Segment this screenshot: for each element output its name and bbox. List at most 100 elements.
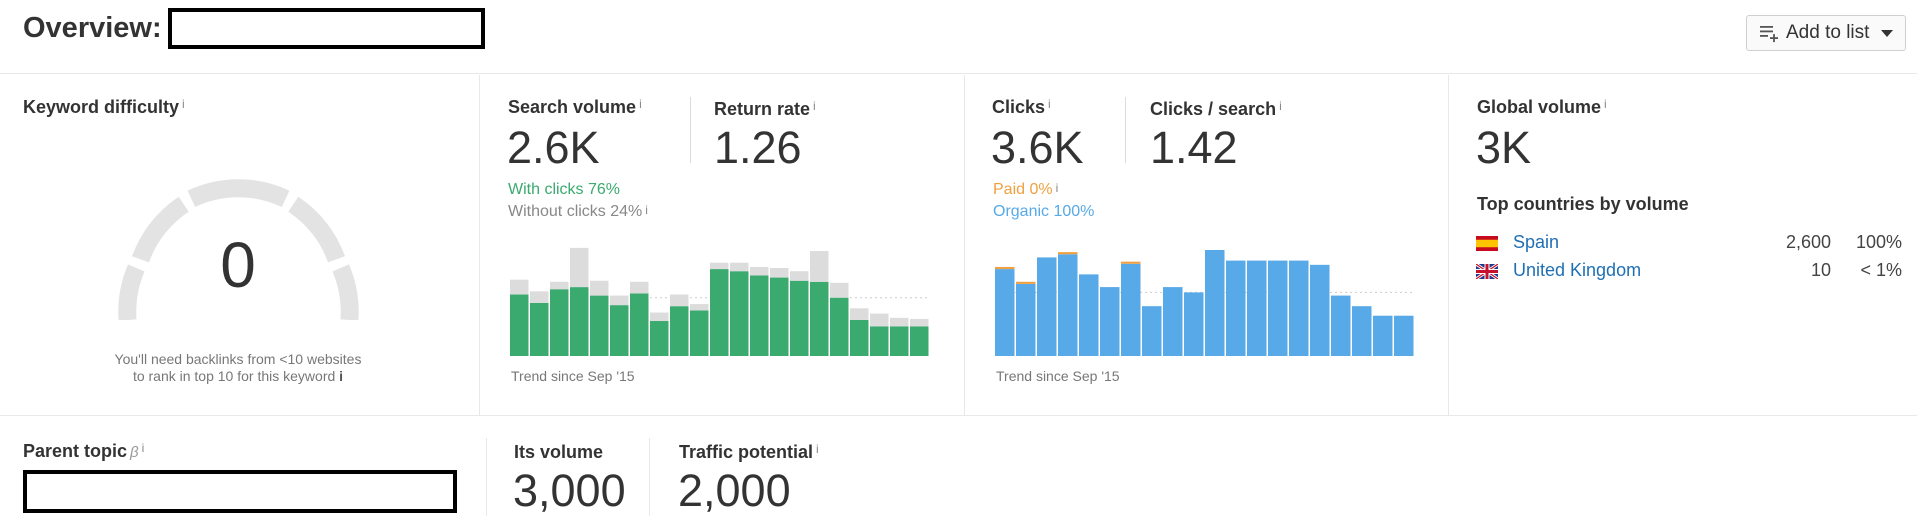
traffic-potential-label: Traffic potential i xyxy=(679,442,819,462)
bar-with-clicks[interactable] xyxy=(790,280,809,356)
bar-with-clicks[interactable] xyxy=(550,289,569,356)
bar-without-clicks[interactable] xyxy=(550,281,569,290)
country-row[interactable]: Spain 2,600 100% xyxy=(1476,232,1906,256)
country-row[interactable]: United Kingdom 10 < 1% xyxy=(1476,260,1906,284)
bar-with-clicks[interactable] xyxy=(570,287,589,356)
bar-with-clicks[interactable] xyxy=(750,275,769,356)
bar-organic[interactable] xyxy=(1331,295,1351,356)
bar-without-clicks[interactable] xyxy=(610,295,629,306)
bar-with-clicks[interactable] xyxy=(630,293,649,356)
bar-with-clicks[interactable] xyxy=(830,297,849,356)
country-share: < 1% xyxy=(1860,260,1902,280)
bar-organic[interactable] xyxy=(1226,260,1246,356)
bar-without-clicks[interactable] xyxy=(910,318,929,327)
info-icon[interactable]: i xyxy=(639,97,642,111)
info-icon[interactable]: i xyxy=(1055,181,1059,195)
bar-organic[interactable] xyxy=(1394,315,1414,356)
bar-with-clicks[interactable] xyxy=(890,326,909,356)
bar-organic[interactable] xyxy=(1016,283,1036,356)
bar-organic[interactable] xyxy=(1247,260,1267,356)
country-name[interactable]: Spain xyxy=(1513,232,1560,252)
bar-without-clicks[interactable] xyxy=(690,304,709,311)
info-icon[interactable]: i xyxy=(182,97,185,111)
bar-organic[interactable] xyxy=(1100,287,1120,356)
info-icon[interactable]: i xyxy=(645,203,648,217)
country-share: 100% xyxy=(1855,232,1902,252)
bar-organic[interactable] xyxy=(1373,315,1393,356)
bar-with-clicks[interactable] xyxy=(530,303,549,356)
bar-organic[interactable] xyxy=(1289,260,1309,356)
bar-with-clicks[interactable] xyxy=(610,305,629,356)
bar-without-clicks[interactable] xyxy=(670,294,689,307)
bar-organic[interactable] xyxy=(1079,274,1099,356)
bar-without-clicks[interactable] xyxy=(830,282,849,298)
without-clicks-text: Without clicks 24% i xyxy=(508,203,648,220)
bar-organic[interactable] xyxy=(1142,306,1162,356)
bar-with-clicks[interactable] xyxy=(810,281,829,356)
bar-with-clicks[interactable] xyxy=(770,277,789,356)
bar-without-clicks[interactable] xyxy=(570,247,589,288)
info-icon[interactable]: i xyxy=(1048,97,1051,111)
bar-with-clicks[interactable] xyxy=(510,294,529,356)
bar-without-clicks[interactable] xyxy=(730,262,749,272)
bar-with-clicks[interactable] xyxy=(850,319,869,356)
difficulty-score: 0 xyxy=(220,229,256,301)
beta-badge: β xyxy=(130,444,139,461)
bar-organic[interactable] xyxy=(1184,292,1204,356)
bar-without-clicks[interactable] xyxy=(790,271,809,281)
bar-organic[interactable] xyxy=(1352,306,1372,356)
panel-divider xyxy=(479,75,480,416)
paid-text: Paid 0% i xyxy=(993,181,1059,198)
bar-without-clicks[interactable] xyxy=(710,262,729,270)
country-name[interactable]: United Kingdom xyxy=(1513,260,1642,280)
bar-without-clicks[interactable] xyxy=(890,317,909,327)
info-icon[interactable]: i xyxy=(339,368,344,384)
info-icon[interactable]: i xyxy=(141,441,145,455)
bar-organic[interactable] xyxy=(1268,260,1288,356)
bar-with-clicks[interactable] xyxy=(690,310,709,356)
info-icon[interactable]: i xyxy=(1604,97,1607,111)
bar-without-clicks[interactable] xyxy=(630,281,649,294)
bar-paid[interactable] xyxy=(1058,252,1078,255)
bar-with-clicks[interactable] xyxy=(730,271,749,356)
bar-with-clicks[interactable] xyxy=(590,295,609,356)
bar-with-clicks[interactable] xyxy=(670,306,689,356)
bar-without-clicks[interactable] xyxy=(590,280,609,296)
return-rate-label: Return rate i xyxy=(714,99,816,119)
bar-paid[interactable] xyxy=(995,266,1015,270)
bar-without-clicks[interactable] xyxy=(510,279,529,295)
bar-organic[interactable] xyxy=(1058,254,1078,356)
metric-divider xyxy=(1125,97,1126,163)
info-icon[interactable]: i xyxy=(816,442,819,456)
bar-without-clicks[interactable] xyxy=(650,312,669,322)
gauge-segment-1 xyxy=(118,264,145,320)
bar-without-clicks[interactable] xyxy=(810,251,829,282)
bar-with-clicks[interactable] xyxy=(910,326,929,356)
bar-without-clicks[interactable] xyxy=(770,268,789,278)
bar-paid[interactable] xyxy=(1121,261,1141,264)
top-countries-label: Top countries by volume xyxy=(1477,194,1689,214)
clicks-per-search-value: 1.42 xyxy=(1150,122,1238,173)
bar-without-clicks[interactable] xyxy=(750,266,769,276)
bar-with-clicks[interactable] xyxy=(710,269,729,356)
clicks-label: Clicks i xyxy=(992,97,1051,117)
bar-organic[interactable] xyxy=(1310,264,1330,356)
bar-without-clicks[interactable] xyxy=(530,291,549,303)
info-icon[interactable]: i xyxy=(1279,99,1282,113)
bar-paid[interactable] xyxy=(1016,281,1036,284)
search-volume-value: 2.6K xyxy=(507,122,600,173)
bar-with-clicks[interactable] xyxy=(870,326,889,356)
bar-without-clicks[interactable] xyxy=(850,308,869,320)
bar-organic[interactable] xyxy=(1163,287,1183,356)
bar-organic[interactable] xyxy=(1037,257,1057,356)
overview-header: Overview: Add to list xyxy=(0,0,1917,74)
gauge-segment-4 xyxy=(288,196,345,263)
bar-organic[interactable] xyxy=(995,269,1015,356)
bar-organic[interactable] xyxy=(1205,250,1225,356)
bar-with-clicks[interactable] xyxy=(650,321,669,356)
global-volume-label: Global volume i xyxy=(1477,97,1607,117)
add-to-list-button[interactable]: Add to list xyxy=(1746,15,1906,51)
bar-without-clicks[interactable] xyxy=(870,313,889,327)
info-icon[interactable]: i xyxy=(813,99,816,113)
bar-organic[interactable] xyxy=(1121,263,1141,356)
